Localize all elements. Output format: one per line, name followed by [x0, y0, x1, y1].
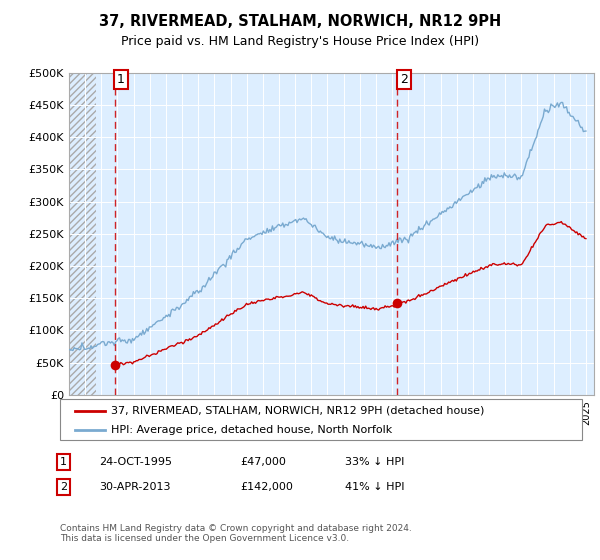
Text: 37, RIVERMEAD, STALHAM, NORWICH, NR12 9PH: 37, RIVERMEAD, STALHAM, NORWICH, NR12 9P… [99, 14, 501, 29]
Text: 30-APR-2013: 30-APR-2013 [99, 482, 170, 492]
Text: 41% ↓ HPI: 41% ↓ HPI [345, 482, 404, 492]
Text: £47,000: £47,000 [240, 457, 286, 467]
Text: £142,000: £142,000 [240, 482, 293, 492]
Text: 2: 2 [60, 482, 67, 492]
Text: 2: 2 [400, 73, 408, 86]
Text: 37, RIVERMEAD, STALHAM, NORWICH, NR12 9PH (detached house): 37, RIVERMEAD, STALHAM, NORWICH, NR12 9P… [111, 405, 484, 416]
Text: Contains HM Land Registry data © Crown copyright and database right 2024.
This d: Contains HM Land Registry data © Crown c… [60, 524, 412, 543]
Bar [69, 73, 97, 395]
Text: 24-OCT-1995: 24-OCT-1995 [99, 457, 172, 467]
Text: 33% ↓ HPI: 33% ↓ HPI [345, 457, 404, 467]
Text: 1: 1 [117, 73, 125, 86]
Text: 1: 1 [60, 457, 67, 467]
Text: Price paid vs. HM Land Registry's House Price Index (HPI): Price paid vs. HM Land Registry's House … [121, 35, 479, 48]
Text: HPI: Average price, detached house, North Norfolk: HPI: Average price, detached house, Nort… [111, 424, 392, 435]
